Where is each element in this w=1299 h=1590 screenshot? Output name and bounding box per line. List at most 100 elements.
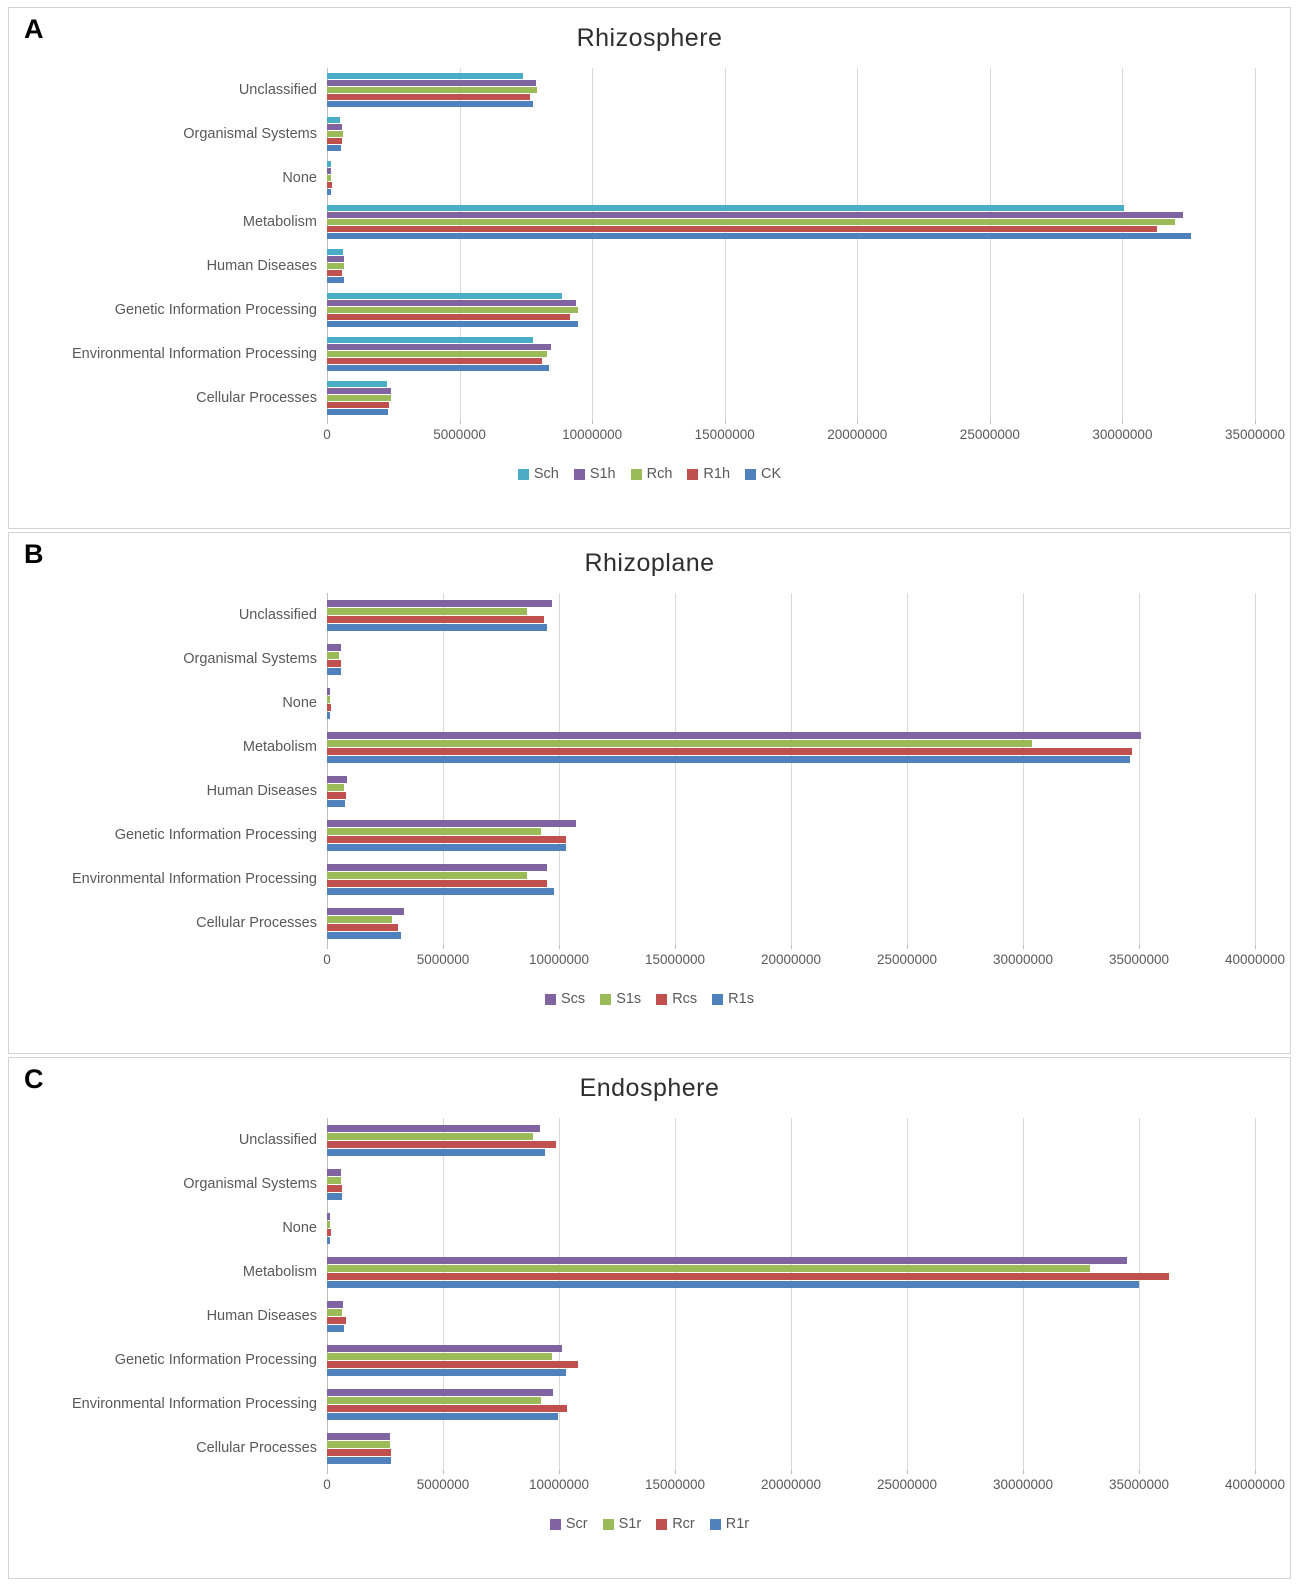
bar-group — [327, 857, 1255, 901]
legend-item-scs: Scs — [545, 991, 585, 1007]
legend: Scs S1s Rcs R1s — [23, 991, 1276, 1007]
x-tick-label: 20000000 — [760, 952, 822, 967]
bar-s1r — [327, 1352, 553, 1360]
legend-label: S1r — [618, 1516, 642, 1532]
legend-swatch — [630, 468, 642, 480]
bar-scr — [327, 1432, 391, 1440]
gridline — [443, 1118, 444, 1470]
bar-r1s — [327, 667, 342, 675]
bar-rcr — [327, 1140, 556, 1148]
category-row: Unclassified — [23, 68, 1276, 112]
bar-s1r — [327, 1440, 391, 1448]
bar-group — [327, 1206, 1255, 1250]
bar-s1h — [327, 388, 392, 394]
x-tick-label: 40000000 — [1224, 952, 1286, 967]
tick-mark — [791, 1470, 792, 1474]
category-row: None — [23, 156, 1276, 200]
category-row: Unclassified — [23, 1118, 1276, 1162]
chart-rows: Unclassified Organismal Systems None Metabo… — [23, 68, 1276, 420]
tick-mark — [1255, 945, 1256, 949]
bar-r1r — [327, 1280, 1139, 1288]
bar-r1h — [327, 94, 530, 100]
category-label: None — [282, 1220, 317, 1236]
gridlines — [327, 1118, 1256, 1470]
bar-scs — [327, 819, 577, 827]
bar-sch — [327, 293, 563, 299]
bar-rcs — [327, 791, 346, 799]
legend-label: S1h — [589, 466, 616, 482]
bar-group — [327, 593, 1255, 637]
gridline — [791, 1118, 792, 1470]
x-tick-label: 30000000 — [992, 1477, 1054, 1492]
bar-s1s — [327, 739, 1033, 747]
tick-mark — [1139, 1470, 1140, 1474]
bar-rcr — [327, 1228, 331, 1236]
bar-rch — [327, 351, 547, 357]
x-tick-label: 10000000 — [528, 952, 590, 967]
legend-swatch — [517, 468, 529, 480]
bar-rcr — [327, 1360, 579, 1368]
bar-s1s — [327, 915, 392, 923]
bar-ck — [327, 145, 342, 151]
category-row: Metabolism — [23, 1250, 1276, 1294]
bar-group — [327, 200, 1255, 244]
gridline — [724, 68, 726, 420]
category-label: Organismal Systems — [183, 1176, 317, 1192]
bar-rcr — [327, 1448, 392, 1456]
legend-item-s1r: S1r — [602, 1516, 642, 1532]
bar-r1h — [327, 226, 1157, 232]
bar-r1r — [327, 1192, 343, 1200]
category-label: Cellular Processes — [196, 915, 317, 931]
bar-r1h — [327, 182, 333, 188]
bar-group — [327, 681, 1255, 725]
bar-s1h — [327, 168, 332, 174]
bar-s1s — [327, 651, 339, 659]
bar-r1s — [327, 843, 567, 851]
tick-mark — [989, 420, 991, 424]
panel-letter-a: A — [24, 14, 44, 44]
chart-rows: Unclassified Organismal Systems None Metabo… — [23, 1118, 1276, 1470]
bar-scr — [327, 1212, 331, 1220]
bar-r1s — [327, 711, 331, 719]
x-tick-label: 20000000 — [827, 427, 888, 442]
bar-s1h — [327, 300, 577, 306]
bar-ck — [327, 189, 331, 195]
x-tick-label: 5000000 — [433, 427, 486, 442]
bar-r1r — [327, 1456, 392, 1464]
panel-letter-b: B — [24, 539, 44, 569]
bar-rcs — [327, 923, 399, 931]
bar-ck — [327, 277, 344, 283]
legend-item-r1h: R1h — [687, 466, 730, 482]
category-label: Environmental Information Processing — [71, 871, 317, 887]
tick-mark — [675, 945, 676, 949]
y-axis-line — [327, 1118, 328, 1470]
bar-group — [327, 813, 1255, 857]
legend-item-rcs: Rcs — [656, 991, 697, 1007]
bar-ck — [327, 409, 388, 415]
legend-swatch — [656, 993, 668, 1005]
bar-ck — [327, 321, 579, 327]
bar-r1r — [327, 1236, 331, 1244]
bar-ck — [327, 101, 533, 107]
tick-mark — [459, 420, 461, 424]
category-label: Unclassified — [238, 607, 317, 623]
bar-ck — [327, 365, 549, 371]
category-label: Environmental Information Processing — [71, 1396, 317, 1412]
gridline — [443, 593, 444, 945]
x-tick-label: 35000000 — [1224, 427, 1286, 442]
category-row: Organismal Systems — [23, 112, 1276, 156]
legend-label: S1s — [616, 991, 642, 1007]
gridline — [675, 1118, 676, 1470]
tick-mark — [592, 420, 594, 424]
bar-rcs — [327, 703, 331, 711]
bar-sch — [327, 73, 524, 79]
gridline — [989, 68, 991, 420]
legend-item-r1r: R1r — [709, 1516, 749, 1532]
gridlines — [327, 593, 1256, 945]
chart-title-rhizoplane: Rhizoplane — [584, 549, 715, 577]
legend-swatch — [545, 993, 557, 1005]
gridline — [559, 593, 560, 945]
bar-s1r — [327, 1176, 342, 1184]
tick-mark — [443, 1470, 444, 1474]
category-label: Environmental Information Processing — [71, 346, 317, 362]
